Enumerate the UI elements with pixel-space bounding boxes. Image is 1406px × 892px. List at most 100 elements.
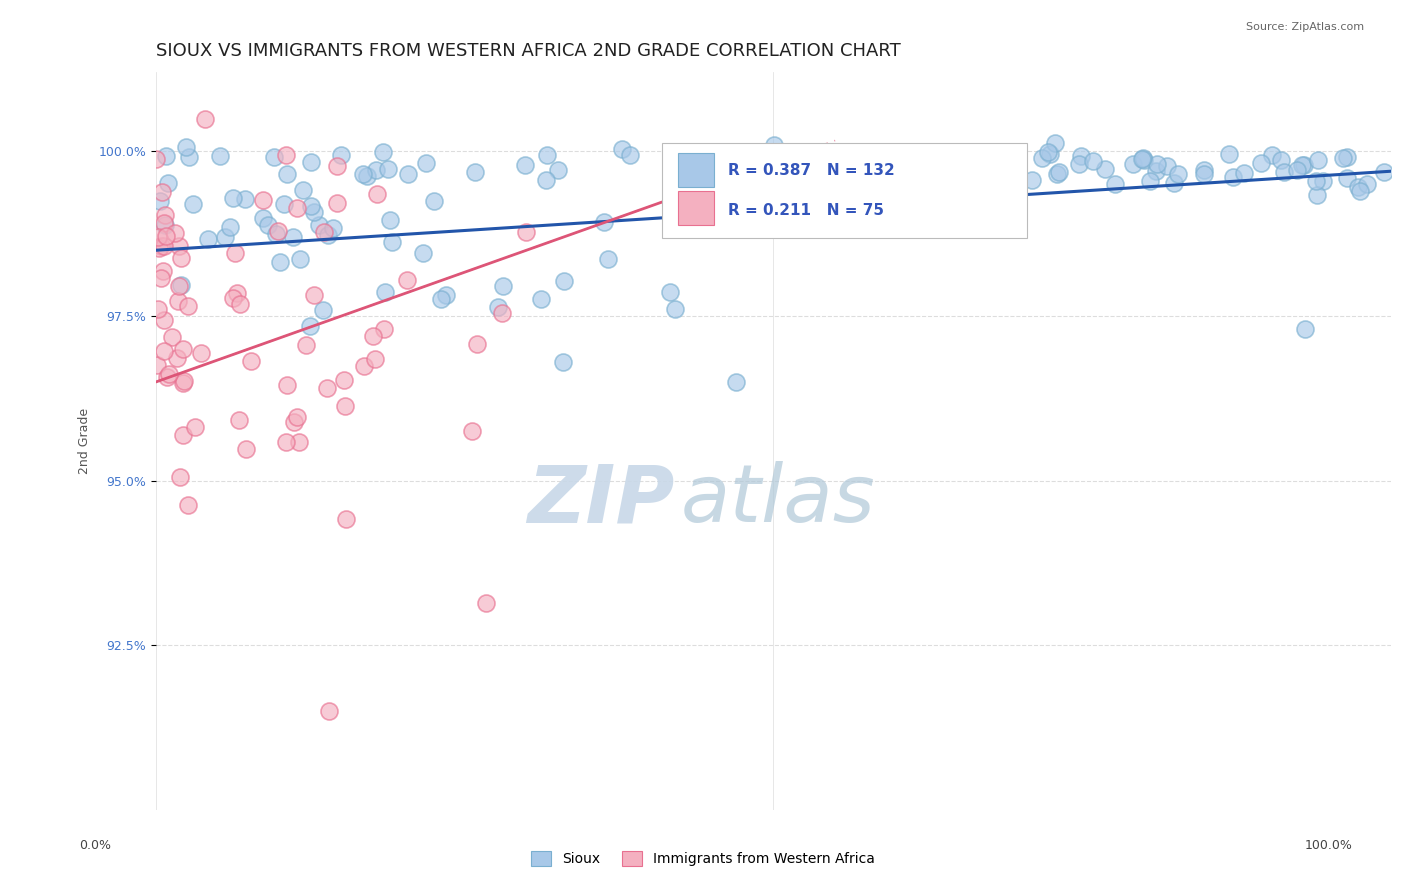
Point <box>326 159 349 173</box>
Point <box>302 205 325 219</box>
Point <box>882 159 904 173</box>
Point <box>1336 150 1358 164</box>
Point <box>312 226 335 240</box>
Point <box>897 146 920 161</box>
Point <box>371 145 394 159</box>
Point <box>166 351 188 365</box>
Point <box>461 424 484 438</box>
Point <box>273 197 295 211</box>
Point <box>322 220 344 235</box>
Point <box>276 167 298 181</box>
Point <box>335 512 357 526</box>
Point <box>228 413 250 427</box>
Point <box>299 155 322 169</box>
Point <box>1305 174 1327 188</box>
Point <box>356 169 378 183</box>
Point <box>1308 153 1330 168</box>
Point <box>374 285 396 300</box>
Point <box>1133 153 1156 168</box>
Point <box>361 329 384 343</box>
Point <box>155 208 177 222</box>
Point <box>610 142 633 156</box>
Point <box>308 219 330 233</box>
Point <box>1233 166 1256 180</box>
Point <box>491 306 513 320</box>
Point <box>233 193 256 207</box>
Point <box>1292 158 1315 172</box>
Point <box>163 226 186 240</box>
Point <box>725 375 748 389</box>
Point <box>353 359 375 373</box>
Point <box>430 292 453 306</box>
Point <box>1046 167 1069 181</box>
Point <box>190 346 212 360</box>
Point <box>167 293 190 308</box>
Point <box>1312 174 1334 188</box>
Text: ZIP: ZIP <box>527 461 675 540</box>
Point <box>252 211 274 225</box>
Text: atlas: atlas <box>681 461 876 540</box>
Point <box>994 160 1017 174</box>
Point <box>1130 152 1153 166</box>
Point <box>219 219 242 234</box>
Point <box>547 162 569 177</box>
Point <box>1336 170 1358 185</box>
Point <box>395 273 418 287</box>
Point <box>145 152 167 166</box>
Point <box>553 275 575 289</box>
Point <box>299 199 322 213</box>
Point <box>169 279 191 293</box>
Point <box>752 168 775 182</box>
Point <box>1192 162 1215 177</box>
Point <box>326 196 349 211</box>
Point <box>1070 149 1092 163</box>
Point <box>398 167 420 181</box>
Point <box>688 163 710 178</box>
Point <box>288 434 311 449</box>
Point <box>659 285 682 299</box>
Point <box>1270 153 1292 168</box>
Point <box>749 163 772 178</box>
Point <box>172 376 194 390</box>
Point <box>1286 163 1309 178</box>
Text: 0.0%: 0.0% <box>80 839 111 852</box>
Point <box>515 225 537 239</box>
Point <box>1222 169 1244 184</box>
Legend: Sioux, Immigrants from Western Africa: Sioux, Immigrants from Western Africa <box>524 846 882 871</box>
Point <box>1306 188 1329 202</box>
Point <box>276 435 298 450</box>
Point <box>1039 147 1062 161</box>
Point <box>318 704 340 718</box>
Point <box>1047 165 1070 179</box>
Point <box>152 264 174 278</box>
Point <box>176 499 198 513</box>
Text: Source: ZipAtlas.com: Source: ZipAtlas.com <box>1246 22 1364 32</box>
Point <box>169 470 191 484</box>
Point <box>853 174 876 188</box>
Point <box>184 420 207 434</box>
Point <box>173 374 195 388</box>
Point <box>152 215 174 229</box>
Point <box>149 194 172 208</box>
Point <box>170 251 193 265</box>
Point <box>312 303 335 318</box>
Point <box>145 358 167 372</box>
Point <box>553 355 575 369</box>
Point <box>1372 165 1395 179</box>
Point <box>352 167 374 181</box>
FancyBboxPatch shape <box>678 153 714 186</box>
Point <box>177 150 200 164</box>
Point <box>221 191 243 205</box>
Point <box>598 252 620 267</box>
Point <box>1139 174 1161 188</box>
Point <box>846 168 869 182</box>
Point <box>252 193 274 207</box>
Point <box>318 227 340 242</box>
Point <box>1250 155 1272 169</box>
Text: R = 0.387   N = 132: R = 0.387 N = 132 <box>728 163 894 178</box>
Point <box>467 337 489 351</box>
Point <box>172 428 194 442</box>
Point <box>366 186 388 201</box>
Point <box>174 139 197 153</box>
Point <box>181 197 204 211</box>
